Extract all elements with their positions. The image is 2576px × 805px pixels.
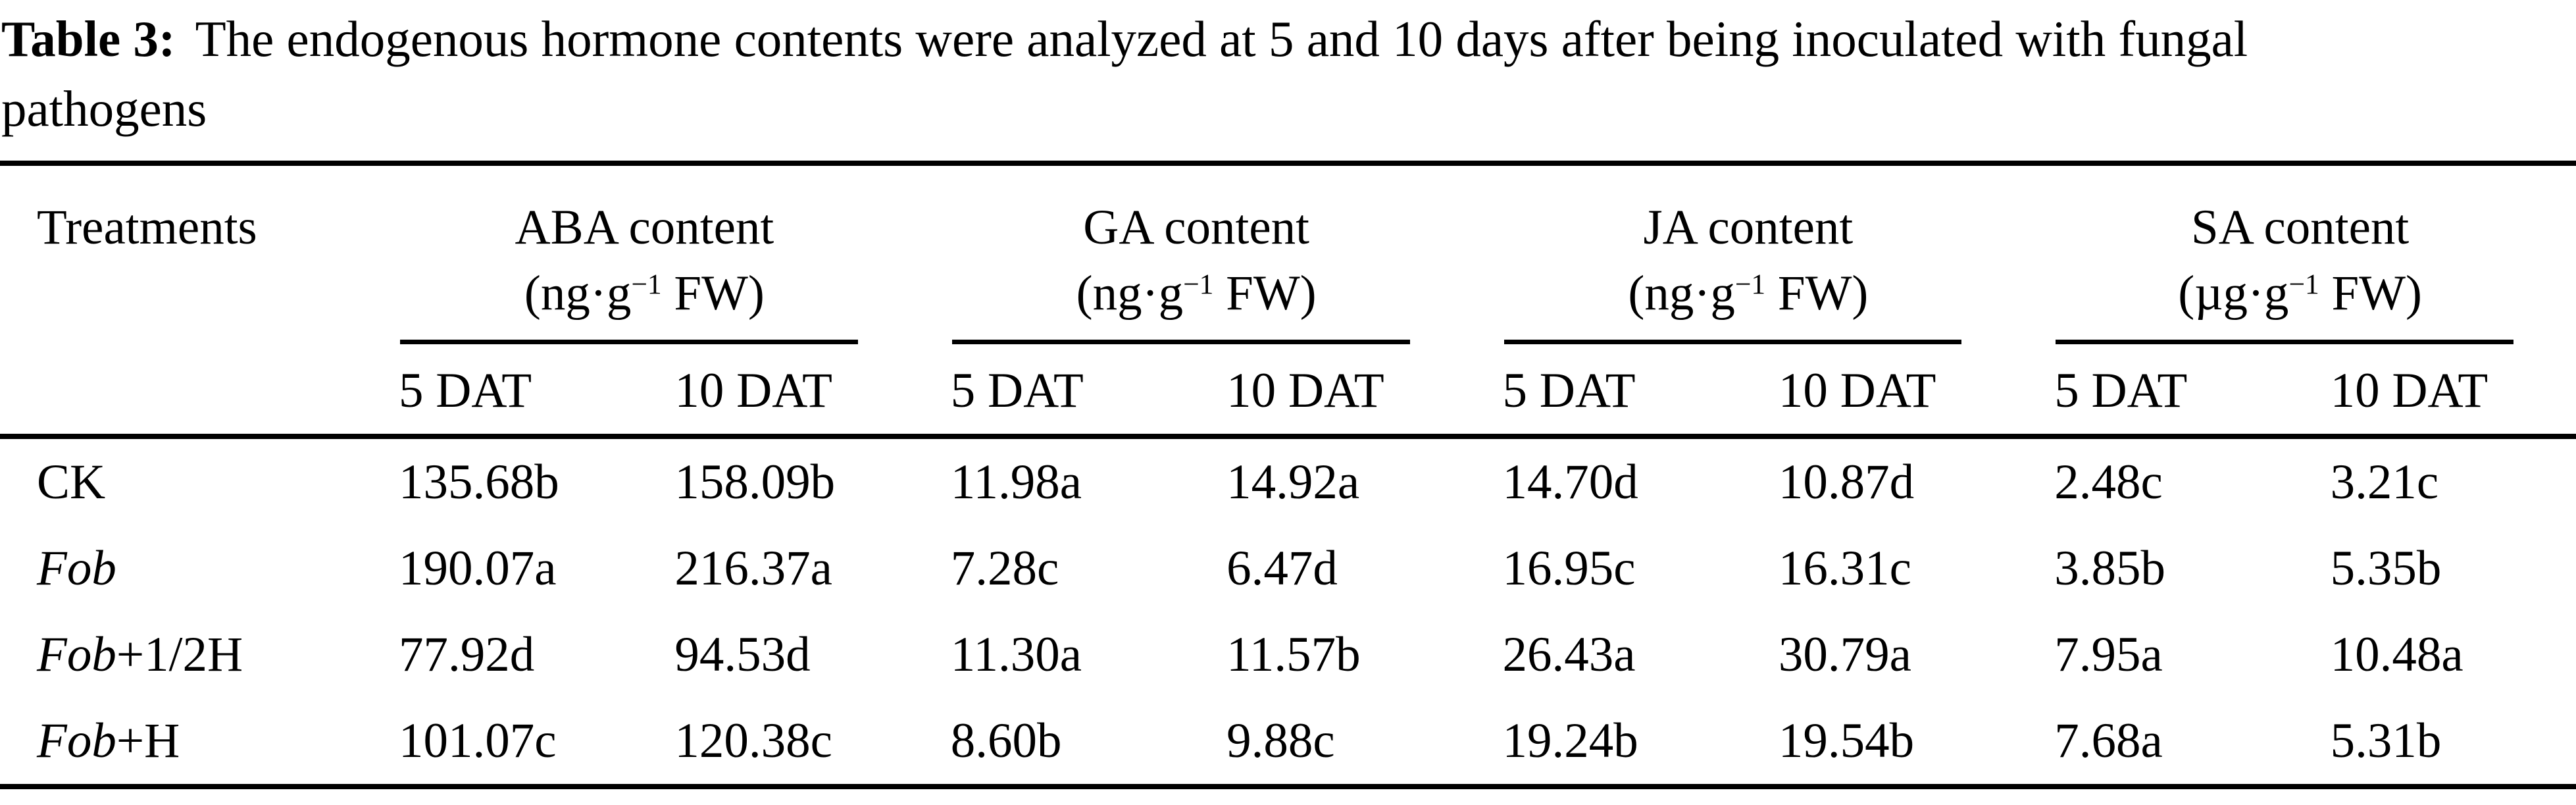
subheader-ga-10dat: 10 DAT: [1226, 363, 1384, 418]
column-header-treatments: Treatments: [37, 200, 257, 255]
group-header-aba: ABA content (ng·g−1 FW): [368, 166, 921, 344]
table-cell: 8.60b: [950, 713, 1062, 768]
row-label-roman: +H: [116, 713, 180, 768]
table-cell: 11.98a: [950, 454, 1082, 509]
table-cell: 2.48c: [2054, 454, 2163, 509]
table-cell: 19.54b: [1778, 713, 1915, 768]
table-cell: 94.53d: [674, 627, 811, 682]
group-underline-ga: [951, 340, 1410, 344]
unit-close: FW): [1765, 266, 1869, 321]
group-unit-sa: (µg·g−1 FW): [2024, 261, 2576, 333]
subheader-sa-10dat: 10 DAT: [2330, 363, 2488, 418]
table-cell: 14.70d: [1502, 454, 1638, 509]
table-cell: 10.48a: [2330, 627, 2463, 682]
group-header-ga: GA content (ng·g−1 FW): [921, 166, 1473, 344]
unit-close: FW): [2319, 266, 2422, 321]
row-label-italic: Fob: [37, 627, 116, 682]
group-underline-aba: [400, 340, 858, 344]
group-unit-ga: (ng·g−1 FW): [921, 261, 1473, 333]
subheader-aba-5dat: 5 DAT: [399, 363, 532, 418]
table-cell: 120.38c: [674, 713, 832, 768]
unit-open: (ng·g: [1076, 266, 1184, 321]
table-cell: 26.43a: [1502, 627, 1636, 682]
unit-close: FW): [1213, 266, 1317, 321]
table-cell: 10.87d: [1778, 454, 1915, 509]
table-cell: 9.88c: [1226, 713, 1335, 768]
unit-exponent: −1: [2288, 269, 2319, 301]
table-cell: 16.95c: [1502, 540, 1636, 596]
table-cell: 190.07a: [399, 540, 557, 596]
table-cell: 11.57b: [1226, 627, 1361, 682]
table-cell: 101.07c: [399, 713, 557, 768]
group-header-ja: JA content (ng·g−1 FW): [1473, 166, 2025, 344]
group-header-sa: SA content (µg·g−1 FW): [2024, 166, 2576, 344]
table-cell: 6.47d: [1226, 540, 1338, 596]
group-unit-aba: (ng·g−1 FW): [368, 261, 921, 333]
group-name-aba: ABA content: [515, 200, 774, 255]
table-cell: 216.37a: [674, 540, 832, 596]
table-cell: 3.85b: [2054, 540, 2165, 596]
unit-close: FW): [661, 266, 765, 321]
subheader-ga-5dat: 5 DAT: [950, 363, 1084, 418]
unit-exponent: −1: [631, 269, 662, 301]
table-cell: 7.95a: [2054, 627, 2163, 682]
unit-open: (ng·g: [524, 266, 632, 321]
caption-line2: pathogens: [1, 80, 207, 137]
row-label-fob-half-h: Fob +1/2H: [0, 611, 368, 698]
unit-open: (µg·g: [2178, 266, 2289, 321]
group-name-ja: JA content: [1643, 200, 1854, 255]
caption-line1: The endogenous hormone contents were ana…: [195, 11, 2248, 67]
table-mid-rule: [0, 434, 2576, 439]
row-label-roman: CK: [37, 454, 106, 509]
table-caption: Table 3: The endogenous hormone contents …: [1, 4, 2576, 143]
table-cell: 77.92d: [399, 627, 535, 682]
row-label-roman: +1/2H: [116, 627, 243, 682]
subheader-ja-10dat: 10 DAT: [1778, 363, 1936, 418]
row-label-fob-h: Fob +H: [0, 698, 368, 784]
group-underline-ja: [1503, 340, 1962, 344]
table-cell: 30.79a: [1778, 627, 1911, 682]
group-name-ga: GA content: [1083, 200, 1309, 255]
table-cell: 11.30a: [950, 627, 1082, 682]
caption-label: Table 3:: [1, 11, 176, 67]
table-cell: 19.24b: [1502, 713, 1638, 768]
subheader-sa-5dat: 5 DAT: [2054, 363, 2188, 418]
table-cell: 14.92a: [1226, 454, 1360, 509]
row-label-italic: Fob: [37, 713, 116, 768]
table-cell: 5.31b: [2330, 713, 2442, 768]
table-cell: 135.68b: [399, 454, 559, 509]
table-cell: 158.09b: [674, 454, 836, 509]
row-label-ck: CK: [0, 439, 368, 525]
table-bottom-rule: [0, 784, 2576, 789]
table-top-rule: [0, 161, 2576, 166]
table-cell: 7.68a: [2054, 713, 2163, 768]
row-label-fob: Fob: [0, 525, 368, 611]
subheader-ja-5dat: 5 DAT: [1502, 363, 1636, 418]
group-name-sa: SA content: [2191, 200, 2410, 255]
unit-open: (ng·g: [1628, 266, 1735, 321]
group-unit-ja: (ng·g−1 FW): [1473, 261, 2025, 333]
subheader-aba-10dat: 10 DAT: [674, 363, 832, 418]
table-cell: 3.21c: [2330, 454, 2439, 509]
table-cell: 16.31c: [1778, 540, 1911, 596]
table-cell: 7.28c: [950, 540, 1059, 596]
unit-exponent: −1: [1734, 269, 1766, 301]
table-cell: 5.35b: [2330, 540, 2442, 596]
row-label-italic: Fob: [37, 540, 116, 596]
unit-exponent: −1: [1183, 269, 1214, 301]
hormone-content-table: Treatments ABA content (ng·g−1 FW) GA co…: [0, 161, 2576, 789]
group-underline-sa: [2056, 340, 2513, 344]
